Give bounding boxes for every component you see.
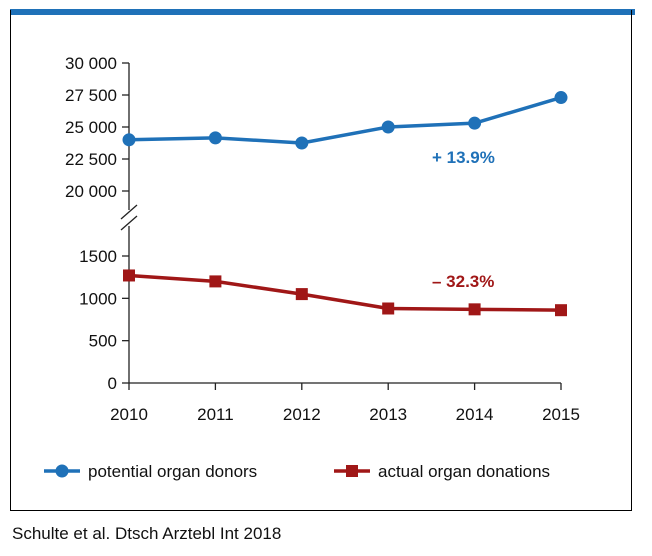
x-tick-label: 2011	[197, 405, 234, 424]
data-point-square	[209, 275, 222, 288]
legend-marker-circle	[55, 464, 69, 478]
data-point-square	[382, 302, 395, 315]
change-annotation: – 32.3%	[432, 272, 494, 291]
data-point-circle	[295, 136, 309, 150]
y-tick-label: 500	[89, 332, 117, 351]
y-tick-label: 1500	[79, 247, 117, 266]
chart-frame	[10, 10, 632, 511]
top-accent-bar	[10, 9, 635, 15]
x-tick-label: 2010	[110, 405, 148, 424]
y-tick-label: 22 500	[65, 150, 117, 169]
axis-break-mark	[120, 215, 138, 231]
x-tick-label: 2012	[283, 405, 321, 424]
change-annotation: + 13.9%	[432, 148, 495, 167]
legend-marker-square	[346, 465, 358, 477]
x-tick-label: 2014	[456, 405, 494, 424]
y-tick-label: 30 000	[65, 54, 117, 73]
data-point-circle	[381, 120, 395, 134]
legend-label: potential organ donors	[88, 462, 257, 481]
data-point-circle	[122, 133, 136, 147]
source-credit: Schulte et al. Dtsch Arztebl Int 2018	[12, 524, 282, 543]
series-layer: + 13.9% – 32.3%	[122, 91, 568, 317]
x-tick-label: 2013	[369, 405, 407, 424]
data-point-circle	[554, 91, 568, 105]
data-point-square	[555, 304, 567, 317]
axis-break-mark	[120, 204, 138, 220]
x-tick-label: 2015	[542, 405, 580, 424]
legend-label: actual organ donations	[378, 462, 550, 481]
axes: 20 000 22 500 25 000 27 500 30 000 0 500 1000 15…	[65, 54, 580, 424]
y-tick-label: 25 000	[65, 118, 117, 137]
data-point-circle	[468, 116, 482, 130]
legend: potential organ donors actual organ donat…	[44, 462, 550, 481]
series-line-1	[128, 95, 562, 145]
line-chart: 20 000 22 500 25 000 27 500 30 000 0 500 1000 15…	[44, 54, 580, 481]
y-tick-label: 20 000	[65, 182, 117, 201]
data-point-square	[468, 303, 481, 316]
data-point-square	[295, 288, 308, 301]
y-tick-label: 1000	[79, 289, 117, 308]
data-point-circle	[208, 131, 222, 145]
series-line-2	[128, 273, 562, 312]
y-tick-label: 27 500	[65, 86, 117, 105]
y-tick-label: 0	[108, 374, 117, 393]
data-point-square	[123, 269, 135, 282]
